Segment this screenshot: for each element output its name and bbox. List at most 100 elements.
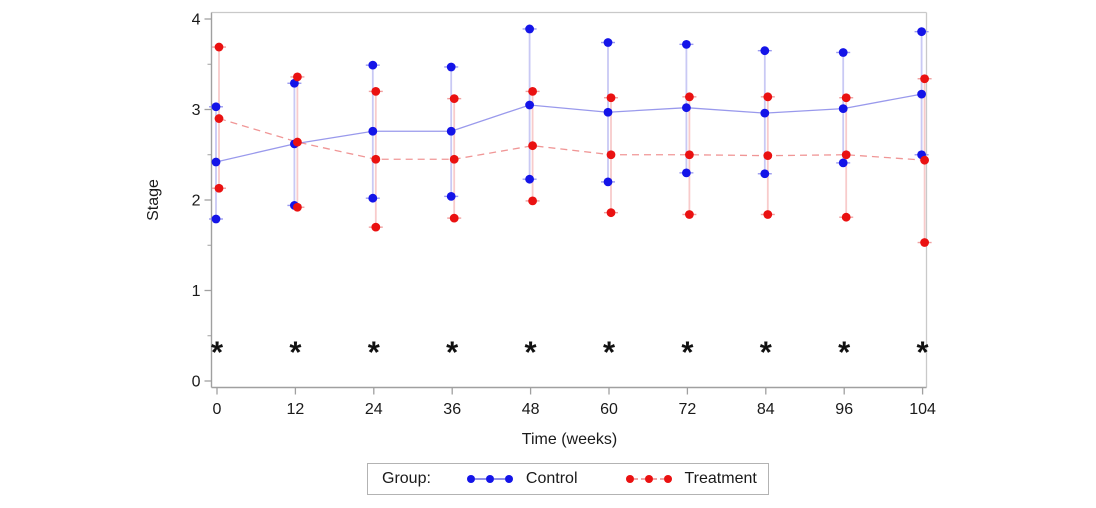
data-point xyxy=(682,39,691,49)
y-axis-ticks: 0 1 2 3 4 xyxy=(192,12,212,391)
data-point xyxy=(763,151,773,161)
x-tick-label: 72 xyxy=(679,401,697,418)
data-point xyxy=(528,141,537,151)
legend-entry-control: Control xyxy=(466,470,578,488)
data-point xyxy=(917,89,926,99)
data-point xyxy=(603,38,613,47)
data-point xyxy=(920,155,929,165)
treatment-series-marker-icon xyxy=(625,475,672,483)
data-point xyxy=(841,93,851,103)
data-point xyxy=(760,46,770,56)
data-point xyxy=(368,60,378,70)
data-point xyxy=(211,102,221,112)
significance-markers: * * * * * * * * * * xyxy=(211,335,930,370)
data-point xyxy=(760,108,770,118)
data-point xyxy=(838,104,848,113)
data-point xyxy=(603,177,613,187)
x-tick-label: 84 xyxy=(757,401,775,418)
data-point xyxy=(446,191,456,201)
data-point xyxy=(211,214,221,224)
data-point xyxy=(525,100,534,110)
significance-asterisk: * xyxy=(917,335,930,370)
data-point xyxy=(685,92,694,102)
data-point xyxy=(525,24,534,34)
data-point xyxy=(841,150,851,160)
data-point xyxy=(920,74,929,84)
significance-asterisk: * xyxy=(603,335,616,370)
y-tick-label: 1 xyxy=(192,283,201,300)
legend-label-treatment: Treatment xyxy=(684,470,757,487)
data-point xyxy=(449,213,459,223)
x-tick-label: 48 xyxy=(522,401,540,418)
data-point xyxy=(371,222,381,232)
significance-asterisk: * xyxy=(211,335,224,370)
data-point xyxy=(293,137,302,147)
data-point xyxy=(606,93,616,103)
significance-asterisk: * xyxy=(289,335,302,370)
data-point xyxy=(214,114,224,123)
data-point xyxy=(763,210,773,219)
data-point xyxy=(917,27,926,37)
data-point xyxy=(606,208,616,218)
data-point xyxy=(371,87,381,96)
data-point xyxy=(838,48,848,57)
y-axis-title: Stage xyxy=(145,179,162,221)
significance-asterisk: * xyxy=(368,335,381,370)
significance-asterisk: * xyxy=(681,335,694,370)
data-point xyxy=(685,210,694,219)
x-tick-label: 12 xyxy=(287,401,305,418)
data-point xyxy=(211,157,221,167)
y-tick-label: 2 xyxy=(192,193,201,210)
data-point xyxy=(838,158,848,168)
data-point xyxy=(763,92,773,102)
data-point xyxy=(368,193,378,203)
legend-title: Group: xyxy=(382,470,431,487)
error-bars-treatment xyxy=(212,46,932,244)
y-tick-label: 4 xyxy=(192,12,201,29)
data-point xyxy=(368,126,378,136)
data-point xyxy=(214,183,224,193)
data-point xyxy=(214,42,224,52)
markers-treatment xyxy=(214,42,929,247)
x-tick-label: 96 xyxy=(835,401,853,418)
legend-entry-treatment: Treatment xyxy=(625,470,757,488)
x-tick-label: 0 xyxy=(213,401,222,418)
x-tick-label: 24 xyxy=(365,401,383,418)
data-point xyxy=(449,154,459,164)
x-tick-label: 60 xyxy=(600,401,618,418)
plot-frame xyxy=(210,11,928,389)
y-tick-label: 0 xyxy=(192,374,201,391)
data-point xyxy=(446,126,456,136)
data-point xyxy=(293,72,302,82)
x-tick-label: 36 xyxy=(443,401,461,418)
data-point xyxy=(449,94,459,104)
x-tick-label: 104 xyxy=(909,401,936,418)
data-point xyxy=(760,169,770,179)
data-point xyxy=(528,196,537,206)
error-bars-control xyxy=(209,28,929,220)
data-point xyxy=(841,212,851,222)
significance-asterisk: * xyxy=(525,335,538,370)
data-point xyxy=(371,154,381,164)
data-point xyxy=(685,150,694,160)
data-point xyxy=(682,168,691,178)
significance-asterisk: * xyxy=(446,335,459,370)
control-series-marker-icon xyxy=(466,475,513,483)
mean-line-control xyxy=(215,93,922,163)
data-point xyxy=(606,150,616,160)
data-point xyxy=(603,107,613,117)
significance-asterisk: * xyxy=(760,335,773,370)
data-point xyxy=(528,87,537,96)
y-tick-label: 3 xyxy=(192,102,201,119)
legend-label-control: Control xyxy=(525,470,578,487)
data-point xyxy=(525,174,534,184)
significance-asterisk: * xyxy=(838,335,851,370)
x-axis-title: Time (weeks) xyxy=(521,431,618,448)
markers-control xyxy=(211,24,926,224)
x-axis-ticks: 0 12 24 36 48 60 72 84 96 104 xyxy=(213,387,936,418)
legend: Group: Control Treatment xyxy=(367,463,769,495)
data-point xyxy=(920,238,929,247)
data-point xyxy=(446,62,456,72)
